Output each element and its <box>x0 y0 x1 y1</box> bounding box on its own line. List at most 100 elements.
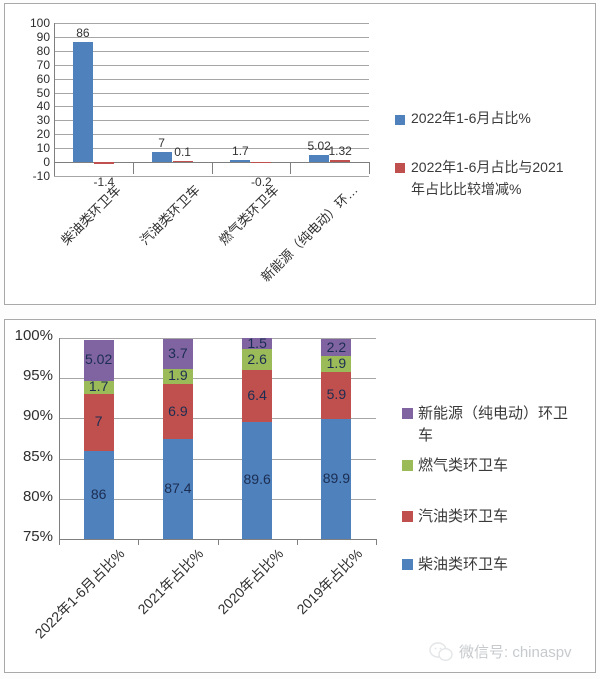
gridline <box>54 78 369 80</box>
watermark-text: 微信号: chinaspv <box>459 644 572 661</box>
category-tick <box>59 539 60 545</box>
wechat-icon <box>429 641 453 661</box>
stack-segment-2-2 <box>242 349 273 371</box>
y-axis-tick-label: 85% <box>22 447 53 465</box>
data-label: 7 <box>158 136 165 151</box>
stack-segment-1-1 <box>162 383 193 440</box>
data-label: 2.2 <box>326 338 347 355</box>
y-axis-tick-label: 50 <box>36 85 50 100</box>
data-label: 86 <box>76 26 90 41</box>
bar-0-2 <box>230 159 251 162</box>
data-label: -0.2 <box>251 175 272 189</box>
stack-segment-1-0 <box>83 394 114 451</box>
data-label: 1.7 <box>88 378 109 395</box>
stack-segment-3-3 <box>321 338 352 357</box>
data-label: -1.4 <box>93 175 115 189</box>
data-label: 87.4 <box>164 480 192 497</box>
gridline <box>54 50 369 52</box>
legend-label-2: 汽油类环卫车 <box>418 508 509 525</box>
data-label: 5.9 <box>326 386 347 403</box>
stack-segment-2-3 <box>321 356 352 372</box>
data-label: 6.9 <box>168 402 188 419</box>
y-axis-tick-label: 70 <box>36 57 50 72</box>
y-axis-tick-label: 75% <box>22 528 53 545</box>
gridline <box>54 92 369 94</box>
stack-segment-0-0 <box>83 450 114 539</box>
gridline <box>59 458 376 460</box>
bottom-chart-plot: 100% 95% 90% 85% 80% 75% 86 7 1.7 5.02 87.4 6.9 1.9 3… <box>5 320 595 672</box>
gridline <box>54 148 369 150</box>
stack-segment-2-0 <box>83 380 114 395</box>
legend-label-1: 燃气类环卫车 <box>418 457 509 474</box>
y-axis-line <box>54 23 55 176</box>
gridline <box>54 175 369 177</box>
y-axis-tick-label: 80 <box>36 43 50 58</box>
data-label: 1.7 <box>232 143 249 158</box>
y-axis-tick-label: 10 <box>36 141 50 156</box>
bar-1-1 <box>172 161 193 162</box>
y-axis-tick-label: 100% <box>14 327 53 344</box>
stack-segment-3-1 <box>162 338 193 369</box>
category-tick <box>138 539 140 545</box>
legend-swatch-series-0 <box>395 115 405 125</box>
bar-1-0 <box>93 162 114 164</box>
y-axis-tick-label: 60 <box>36 71 50 86</box>
stack-segment-1-2 <box>242 370 273 422</box>
data-label: 0.1 <box>174 145 191 159</box>
category-tick <box>217 539 219 545</box>
data-label: 2.6 <box>247 350 267 367</box>
data-label: 1.9 <box>326 355 347 372</box>
watermark: 微信号: chinaspv <box>429 641 572 662</box>
bar-1-2 <box>251 162 272 163</box>
gridline <box>54 64 369 66</box>
bottom-chart-panel: 100% 95% 90% 85% 80% 75% 86 7 1.7 5.02 87.4 6.9 1.9 3… <box>4 319 596 673</box>
legend-swatch-3 <box>402 559 413 570</box>
stack-segment-3-0 <box>83 340 114 381</box>
gridline <box>54 134 369 136</box>
stack-segment-0-2 <box>242 421 273 539</box>
legend-swatch-0 <box>402 408 413 419</box>
gridline <box>54 120 369 122</box>
legend-swatch-1 <box>402 460 413 471</box>
data-label: 1.9 <box>168 367 188 384</box>
y-axis-line <box>59 338 60 545</box>
stack-segment-2-1 <box>162 368 193 384</box>
legend-label-series-0: 2022年1-6月占比% <box>411 110 531 126</box>
y-axis-tick-label: 95% <box>22 367 53 385</box>
y-axis-tick-label: 0 <box>43 155 50 169</box>
gridline <box>59 418 376 420</box>
top-chart-plot: 100 90 80 70 60 50 40 30 20 10 0 -10 86 7 1.7 5.02 -1.4 0… <box>5 4 595 304</box>
data-label: 5.02 <box>85 351 113 368</box>
gridline <box>54 23 369 24</box>
category-tick <box>296 539 298 545</box>
bar-0-1 <box>151 152 172 162</box>
legend-label-series-1: 2022年1-6月占比与2021年占比比较增减% <box>411 159 564 197</box>
category-tick <box>211 162 213 174</box>
legend-label-0: 新能源（纯电动）环卫车 <box>418 405 569 444</box>
gridline <box>59 498 376 500</box>
bar-0-0 <box>72 42 93 162</box>
gridline <box>54 106 369 108</box>
y-axis-tick-label: 90 <box>36 29 50 44</box>
category-tick <box>132 162 134 174</box>
bottom-chart-legend: 新能源（纯电动）环卫车燃气类环卫车 汽油类环卫车 柴油类环卫车 <box>5 320 595 672</box>
top-chart-panel: 100 90 80 70 60 50 40 30 20 10 0 -10 86 7 1.7 5.02 -1.4 0… <box>4 3 596 305</box>
data-label: 89.9 <box>322 470 350 487</box>
top-chart-legend: 2022年1-6月占比% 2022年1-6月占比与2021年占比比较增减% <box>5 4 595 304</box>
legend-swatch-series-1 <box>395 163 405 173</box>
stack-segment-0-3 <box>321 419 352 539</box>
y-axis-tick-label: 90% <box>22 407 53 425</box>
data-label: 3.7 <box>168 344 188 361</box>
bar-0-3 <box>309 155 330 162</box>
data-label: 5.02 <box>307 139 331 154</box>
stack-segment-1-3 <box>321 371 352 420</box>
data-label: 1.5 <box>247 334 267 351</box>
category-tick <box>369 162 370 174</box>
legend-label-3: 柴油类环卫车 <box>418 556 509 573</box>
y-axis-tick-label: 40 <box>36 99 50 114</box>
y-axis-tick-label: 100 <box>29 16 50 30</box>
gridline <box>59 378 376 380</box>
data-label: 89.6 <box>243 471 271 488</box>
gridline <box>59 338 376 339</box>
